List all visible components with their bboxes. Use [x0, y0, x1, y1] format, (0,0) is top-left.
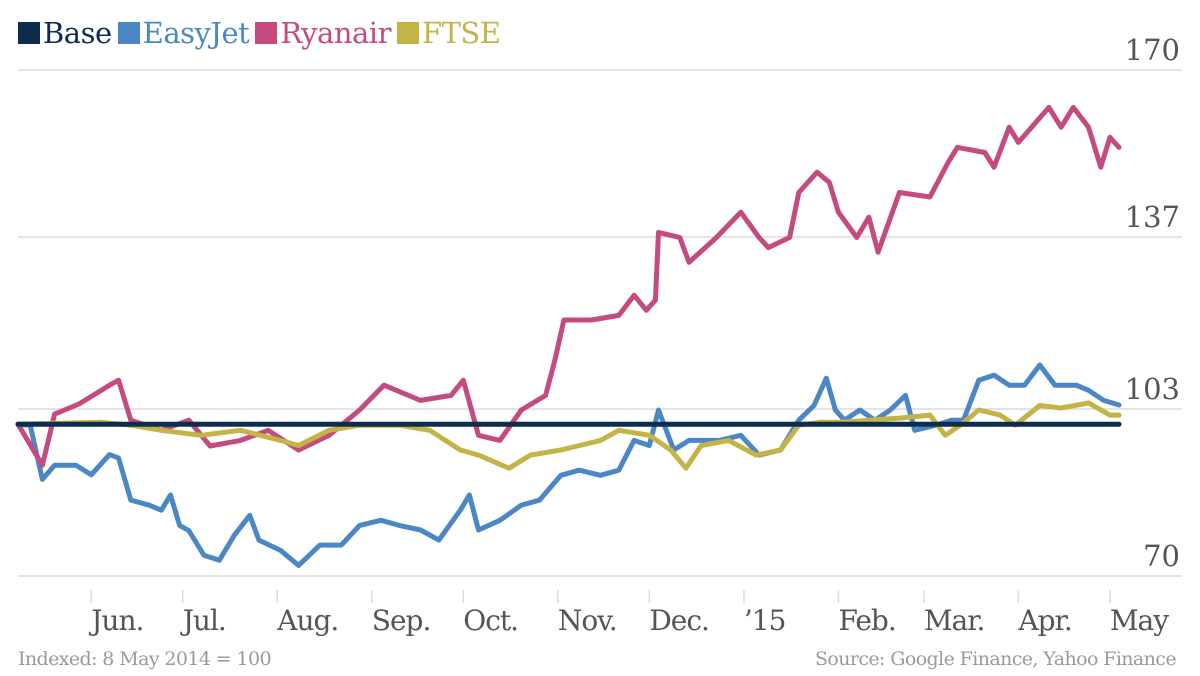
x-tick-label: Oct. — [463, 604, 518, 637]
legend-item-ftse: FTSE — [396, 16, 501, 50]
series-line-ryanair — [15, 104, 1122, 468]
y-tick-label: 70 — [1143, 539, 1180, 573]
series-line-easyjet — [15, 362, 1122, 568]
legend-item-easyjet: EasyJet — [117, 16, 250, 50]
chart-legend: Base EasyJet Ryanair FTSE — [18, 16, 506, 50]
legend-label: EasyJet — [142, 16, 250, 50]
source-note: Source: Google Finance, Yahoo Finance — [814, 648, 1177, 670]
legend-swatch — [117, 22, 140, 44]
legend-swatch — [255, 22, 278, 44]
index-note: Indexed: 8 May 2014 = 100 — [18, 648, 272, 670]
x-tick-label: Mar. — [924, 604, 985, 637]
y-tick-label: 103 — [1125, 372, 1180, 406]
legend-item-base: Base — [18, 16, 112, 50]
y-tick-label: 170 — [1125, 33, 1180, 67]
x-tick-label: Dec. — [649, 604, 709, 637]
series-line-ftse — [15, 400, 1122, 471]
x-tick-label: Jun. — [88, 604, 143, 637]
legend-label: FTSE — [421, 16, 501, 50]
x-tick-label: ’15 — [744, 604, 786, 637]
x-tick-label: Feb. — [838, 604, 895, 637]
x-tick-label: May — [1110, 604, 1169, 637]
x-tick-label: Aug. — [276, 604, 338, 637]
legend-item-ryanair: Ryanair — [255, 16, 391, 50]
x-tick-label: Nov. — [558, 604, 617, 637]
x-tick-label: Apr. — [1017, 604, 1071, 637]
legend-swatch — [18, 22, 40, 44]
y-tick-label: 137 — [1125, 200, 1180, 234]
legend-label: Base — [43, 16, 112, 50]
x-tick-label: Sep. — [372, 604, 431, 637]
x-tick-label: Jul. — [180, 604, 226, 637]
legend-swatch — [396, 22, 419, 44]
legend-label: Ryanair — [280, 16, 391, 50]
